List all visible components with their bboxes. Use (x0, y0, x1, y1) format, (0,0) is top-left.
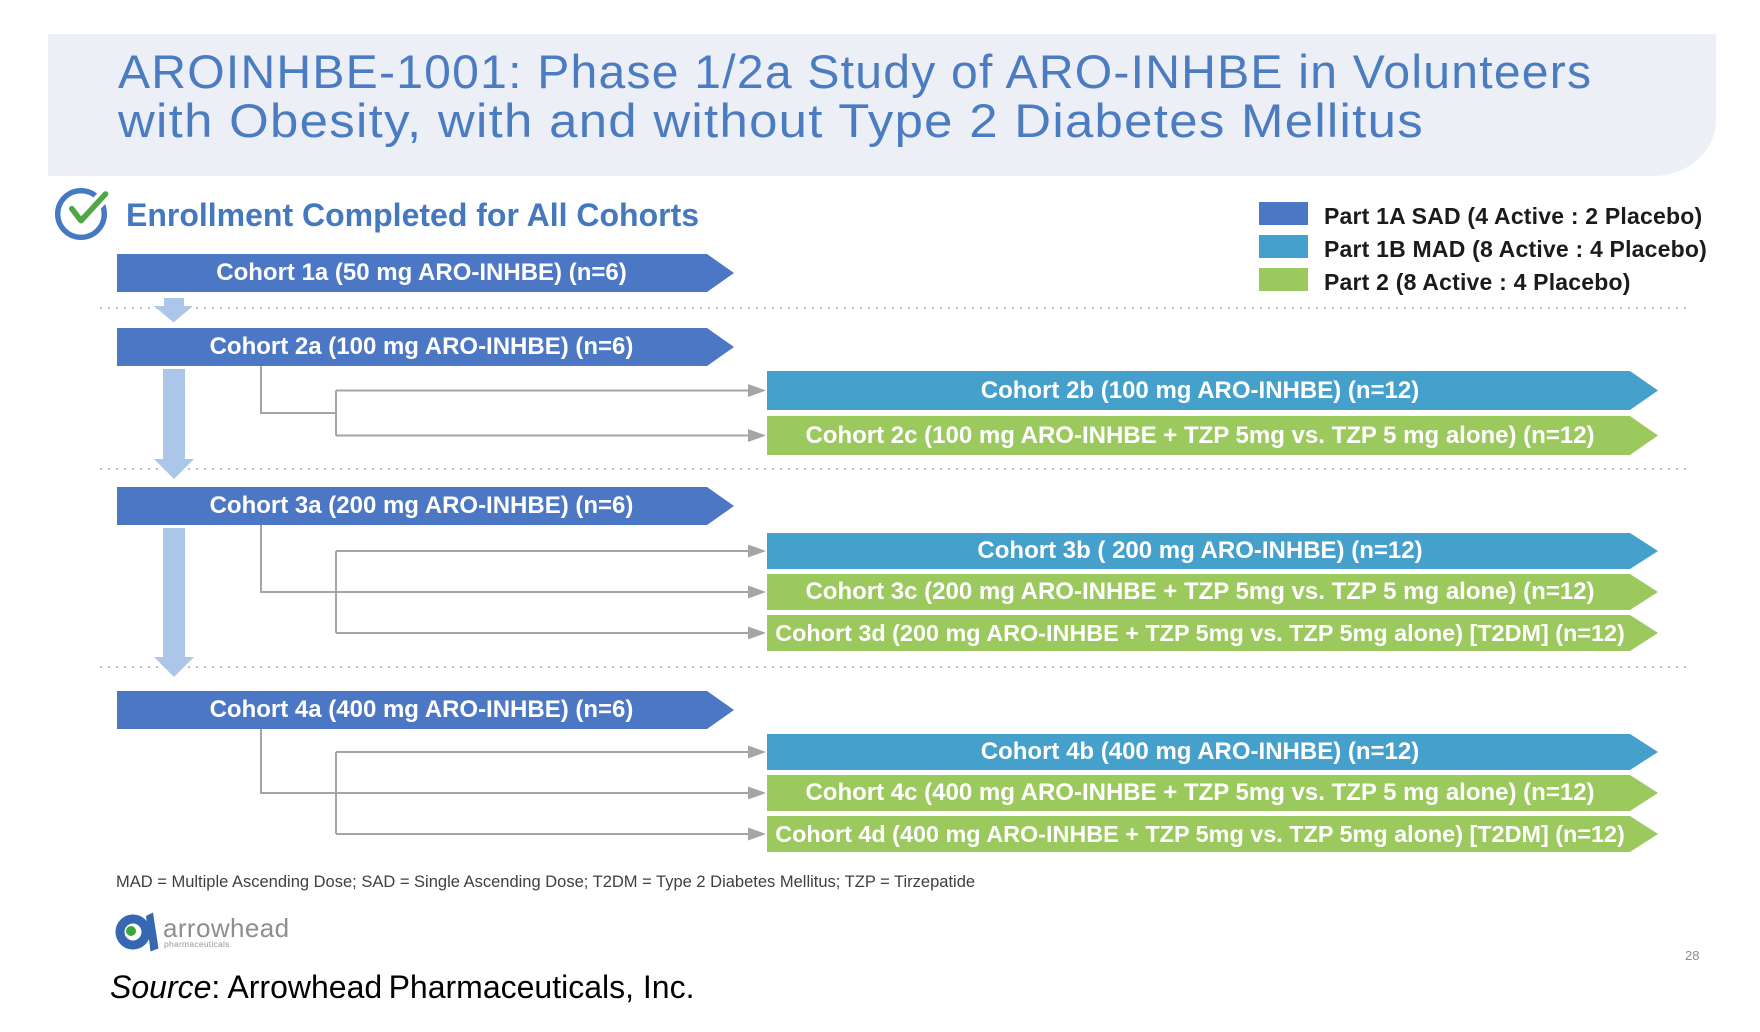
svg-text:pharmaceuticals: pharmaceuticals (164, 939, 230, 949)
svg-text:arrowhead: arrowhead (163, 913, 289, 943)
